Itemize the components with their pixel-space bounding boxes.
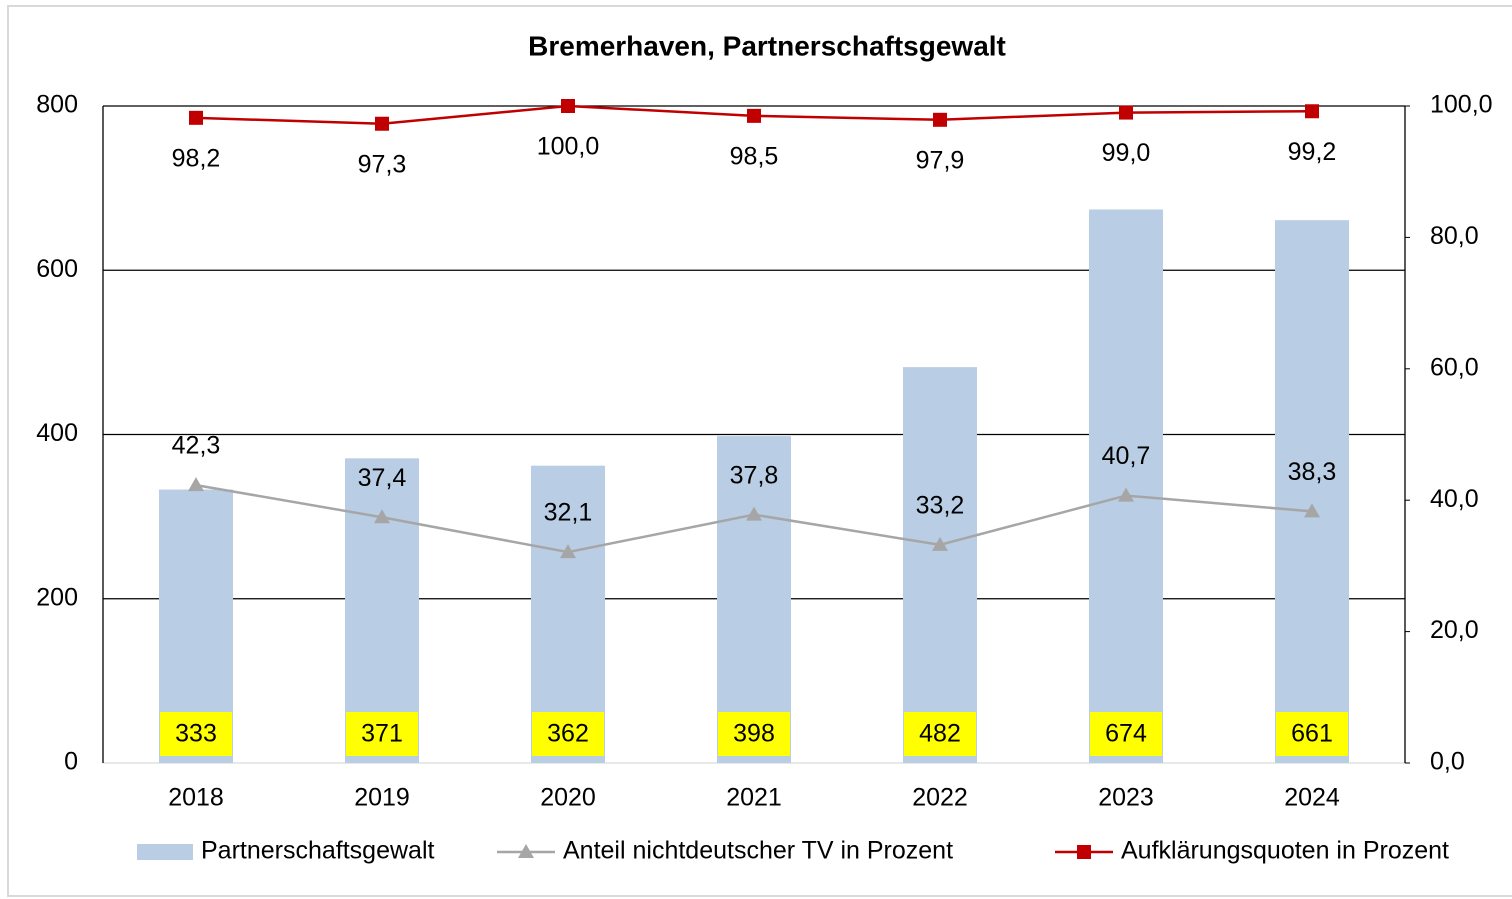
y2-tick-label: 60,0: [1430, 353, 1479, 381]
legend-label: Aufklärungsquoten in Prozent: [1121, 837, 1449, 865]
bar: [717, 436, 791, 763]
marker: [561, 99, 575, 113]
marker: [375, 116, 389, 131]
y-tick-label: 600: [36, 255, 78, 283]
y2-tick-label: 80,0: [1430, 222, 1479, 250]
bar-label-bg: [718, 712, 790, 756]
legend-swatch: [137, 844, 193, 860]
data-label: 98,2: [172, 144, 221, 172]
bar-label: 362: [547, 720, 589, 748]
bar: [903, 367, 977, 763]
data-label: 99,0: [1102, 139, 1151, 167]
bar-label: 661: [1291, 720, 1333, 748]
data-label: 100,0: [537, 133, 600, 161]
marker: [374, 509, 390, 524]
y2-tick-label: 20,0: [1430, 616, 1479, 644]
marker: [932, 536, 948, 551]
data-label: 97,3: [358, 150, 407, 178]
data-label: 99,2: [1288, 138, 1337, 166]
legend-marker: [518, 844, 534, 858]
chart-title: Bremerhaven, Partnerschaftsgewalt: [528, 30, 1006, 61]
marker: [188, 477, 204, 492]
data-label: 37,4: [358, 464, 407, 492]
x-tick-label: 2023: [1098, 784, 1154, 812]
data-label: 42,3: [172, 432, 221, 460]
chart-frame: [7, 5, 1512, 897]
x-tick-label: 2024: [1284, 784, 1340, 812]
marker: [1119, 105, 1133, 120]
y-tick-label: 400: [36, 419, 78, 447]
bar-label: 333: [175, 720, 217, 748]
data-label: 32,1: [544, 499, 593, 527]
marker: [189, 110, 203, 125]
data-label: 37,8: [730, 461, 779, 489]
bar-label-bg: [346, 712, 418, 756]
bar: [1275, 220, 1349, 763]
bar-label-bg: [904, 712, 976, 756]
x-tick-label: 2020: [540, 784, 596, 812]
marker: [1305, 104, 1319, 119]
y2-tick-label: 0,0: [1430, 748, 1465, 776]
data-label: 40,7: [1102, 442, 1151, 470]
y-tick-label: 200: [36, 583, 78, 611]
bar-label-bg: [1090, 712, 1162, 756]
bar-label: 482: [919, 720, 961, 748]
bar-label: 371: [361, 720, 403, 748]
bar-label: 398: [733, 720, 775, 748]
x-tick-label: 2019: [354, 784, 410, 812]
data-label: 38,3: [1288, 458, 1337, 486]
marker: [747, 108, 761, 123]
legend-label: Anteil nichtdeutscher TV in Prozent: [563, 837, 953, 865]
x-tick-label: 2018: [168, 784, 224, 812]
data-label: 97,9: [916, 146, 965, 174]
marker: [746, 506, 762, 521]
bar-label-bg: [160, 712, 232, 756]
x-tick-label: 2021: [726, 784, 782, 812]
y2-tick-label: 100,0: [1430, 91, 1493, 119]
y-tick-label: 0: [64, 748, 78, 776]
x-tick-label: 2022: [912, 784, 968, 812]
data-label: 33,2: [916, 491, 965, 519]
marker: [560, 544, 576, 559]
marker: [1118, 487, 1134, 502]
legend-marker: [1077, 845, 1091, 859]
data-label: 98,5: [730, 142, 779, 170]
bar: [1089, 209, 1163, 764]
bar-label-bg: [532, 712, 604, 756]
bar-label: 674: [1105, 720, 1147, 748]
marker: [1304, 503, 1320, 518]
y2-tick-label: 40,0: [1430, 485, 1479, 513]
y-tick-label: 800: [36, 91, 78, 119]
bar-label-bg: [1276, 712, 1348, 756]
legend-label: Partnerschaftsgewalt: [201, 837, 435, 865]
marker: [933, 112, 947, 127]
